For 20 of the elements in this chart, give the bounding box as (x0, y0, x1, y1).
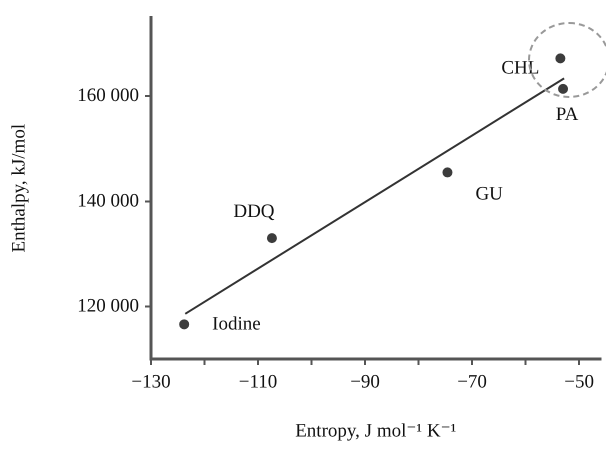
annotation: CHL (501, 57, 540, 78)
y-axis-title: Enthalpy, kJ/mol (8, 124, 30, 252)
annotation: Iodine (212, 313, 261, 334)
x-axis-title: Entropy, J mol⁻¹ K⁻¹ (295, 420, 457, 442)
y-tick-label: 160 000 (77, 85, 139, 106)
annotation: DDQ (233, 201, 275, 222)
point (555, 53, 566, 64)
annotation: GU (475, 183, 504, 204)
x-tick-label: −70 (457, 371, 487, 392)
x-tick-label: −50 (564, 371, 594, 392)
point (266, 233, 277, 244)
y-tick-label: 140 000 (77, 190, 139, 212)
x-tick-label: −130 (131, 371, 171, 392)
point (558, 84, 568, 94)
point (442, 167, 452, 178)
point (179, 319, 190, 330)
x-tick-label: −90 (350, 371, 380, 392)
annotation: PA (556, 104, 579, 125)
y-tick-label: 120 000 (77, 295, 139, 316)
x-tick-label: −110 (238, 371, 278, 392)
